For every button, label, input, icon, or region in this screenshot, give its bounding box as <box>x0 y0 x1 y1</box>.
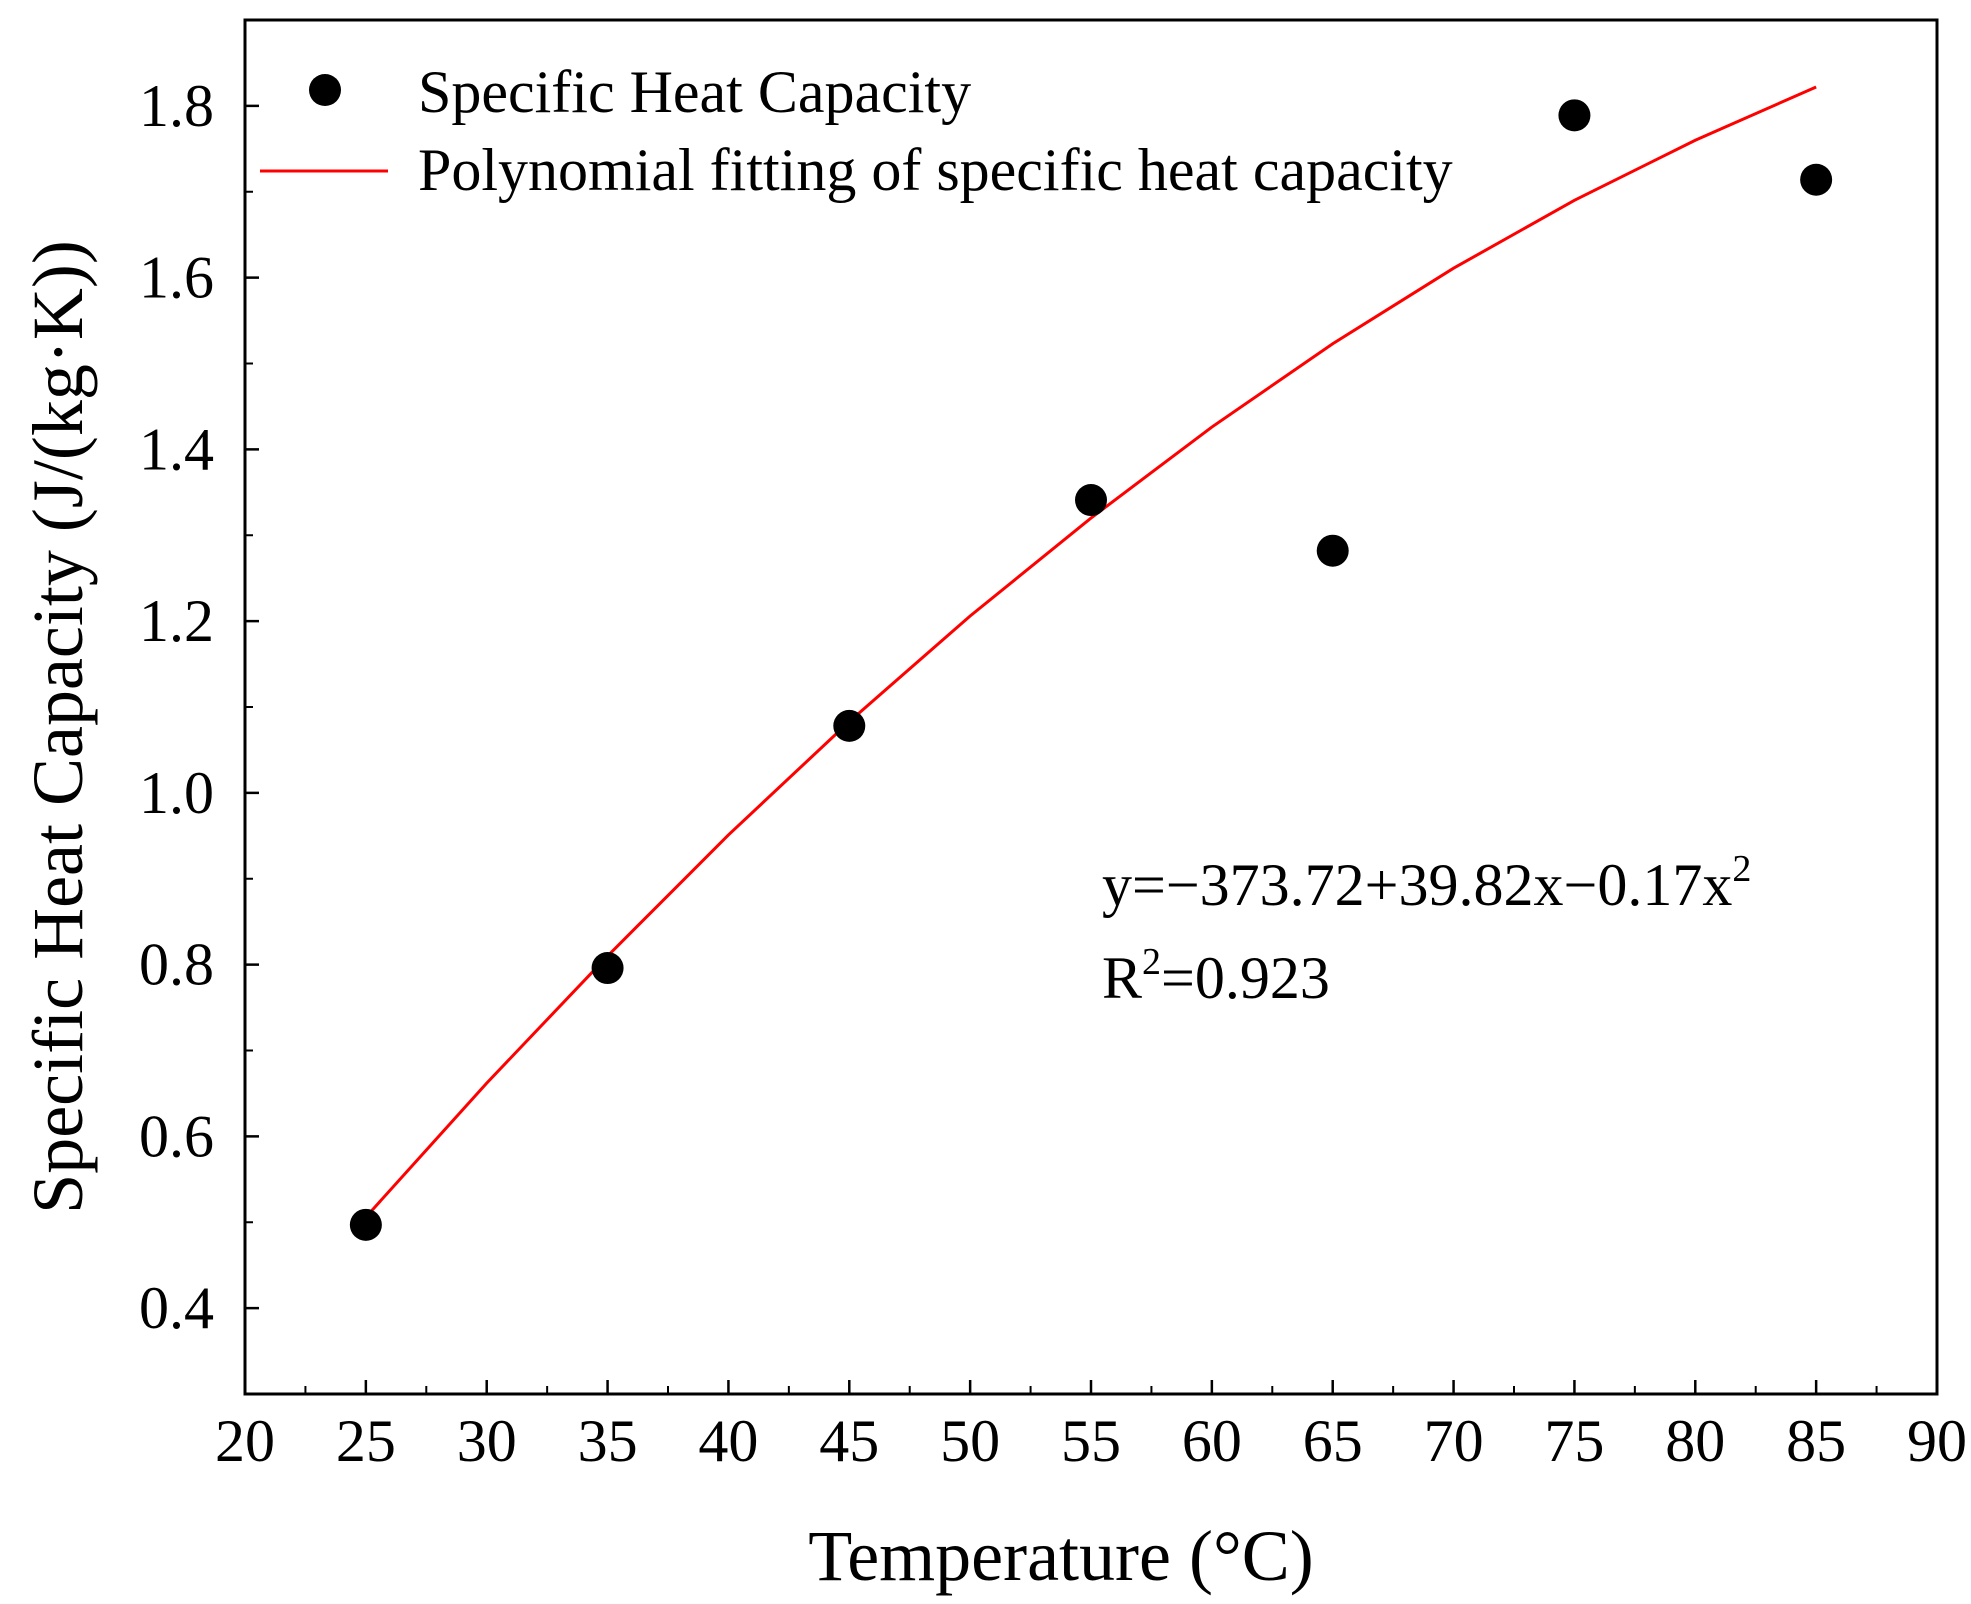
y-axis-ticks: 0.4 0.6 0.8 1.0 1.2 1.4 1.6 1.8 <box>139 73 259 1341</box>
data-point <box>1800 163 1833 196</box>
data-point <box>591 952 624 985</box>
x-tick-label: 45 <box>819 1408 879 1474</box>
y-tick-label: 0.6 <box>139 1103 214 1169</box>
x-tick-label: 40 <box>698 1408 758 1474</box>
data-point <box>1558 99 1591 132</box>
data-point <box>1316 534 1349 567</box>
r-squared-value: =0.923 <box>1161 945 1330 1011</box>
data-point <box>833 709 866 742</box>
r-squared-prefix: R <box>1102 945 1142 1011</box>
fit-line-group <box>364 85 1817 1219</box>
legend-label-polynomial-fit: Polynomial fitting of specific heat capa… <box>418 137 1453 203</box>
y-tick-label: 1.6 <box>139 245 214 311</box>
x-tick-label: 80 <box>1665 1408 1725 1474</box>
equation-main-text: y=−373.72+39.82x−0.17x <box>1102 852 1732 918</box>
y-tick-label: 0.4 <box>139 1275 214 1341</box>
x-tick-label: 30 <box>457 1408 517 1474</box>
x-tick-label: 60 <box>1182 1408 1242 1474</box>
fit-line <box>364 85 1817 1219</box>
data-point <box>1075 484 1107 517</box>
x-tick-label: 35 <box>578 1408 638 1474</box>
y-tick-label: 1.2 <box>139 588 214 654</box>
x-tick-label: 55 <box>1061 1408 1121 1474</box>
r-squared-superscript: 2 <box>1142 941 1161 983</box>
data-points <box>349 99 1833 1241</box>
plot-area-border <box>243 18 1939 1396</box>
x-tick-label: 20 <box>215 1408 275 1474</box>
y-tick-label: 1.4 <box>139 416 214 482</box>
x-tick-label: 90 <box>1907 1408 1967 1474</box>
r-squared-annotation: R2=0.923 <box>1102 941 1330 1011</box>
x-tick-label: 85 <box>1786 1408 1846 1474</box>
x-tick-label: 75 <box>1544 1408 1604 1474</box>
y-tick-label: 0.8 <box>139 932 214 998</box>
x-axis-ticks: 20 25 30 35 40 45 50 55 60 65 70 75 80 85 90 <box>215 1380 1967 1474</box>
x-tick-label: 65 <box>1303 1408 1363 1474</box>
x-tick-label: 25 <box>336 1408 396 1474</box>
y-tick-label: 1.8 <box>139 73 214 139</box>
data-point <box>349 1208 382 1241</box>
legend-label-specific-heat-capacity: Specific Heat Capacity <box>418 59 971 125</box>
y-axis-label: Specific Heat Capacity (J/(kg·K)) <box>18 240 98 1214</box>
x-axis-label: Temperature (°C) <box>808 1516 1314 1596</box>
y-tick-label: 1.0 <box>139 760 214 826</box>
equation-superscript: 2 <box>1732 848 1751 890</box>
legend: Specific Heat Capacity Polynomial fittin… <box>260 59 1453 203</box>
x-tick-label: 70 <box>1424 1408 1484 1474</box>
legend-marker-specific-heat-capacity <box>309 74 341 106</box>
minor-ticks <box>245 19 1878 1395</box>
equation-annotation: y=−373.72+39.82x−0.17x2 <box>1102 848 1751 918</box>
plot-frame <box>243 18 1939 1396</box>
x-tick-label: 50 <box>940 1408 1000 1474</box>
